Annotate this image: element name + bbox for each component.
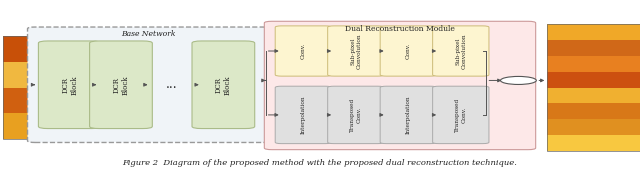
Text: Transposed
Conv.: Transposed Conv. xyxy=(351,98,361,132)
Text: Interpolation: Interpolation xyxy=(301,96,306,134)
Bar xyxy=(3,113,34,139)
Text: Dual Reconstruction Module: Dual Reconstruction Module xyxy=(345,25,455,33)
Text: Base Network: Base Network xyxy=(122,30,176,39)
Bar xyxy=(547,40,640,56)
FancyBboxPatch shape xyxy=(28,27,270,143)
Bar xyxy=(547,72,640,88)
FancyBboxPatch shape xyxy=(192,41,255,129)
Text: Sub-pixel
Convolution: Sub-pixel Convolution xyxy=(456,33,466,69)
Text: Interpolation: Interpolation xyxy=(406,96,411,134)
Text: Transposed
Conv.: Transposed Conv. xyxy=(456,98,466,132)
FancyBboxPatch shape xyxy=(275,86,332,144)
Text: Figure 2  Diagram of the proposed method with the proposed dual reconstruction t: Figure 2 Diagram of the proposed method … xyxy=(123,160,517,167)
FancyBboxPatch shape xyxy=(38,41,101,129)
Text: DCR
Block: DCR Block xyxy=(113,75,129,94)
FancyBboxPatch shape xyxy=(433,26,489,76)
Bar xyxy=(547,135,640,151)
FancyBboxPatch shape xyxy=(90,41,152,129)
Bar xyxy=(3,62,34,88)
Bar xyxy=(547,88,640,103)
FancyBboxPatch shape xyxy=(380,26,436,76)
Text: Conv.: Conv. xyxy=(301,43,306,59)
Bar xyxy=(547,56,640,72)
Text: +: + xyxy=(515,76,522,85)
Bar xyxy=(3,36,34,62)
Circle shape xyxy=(500,76,536,84)
FancyBboxPatch shape xyxy=(328,26,384,76)
FancyBboxPatch shape xyxy=(328,86,384,144)
Text: DCR
Block: DCR Block xyxy=(61,75,78,94)
Text: DCR
Block: DCR Block xyxy=(215,75,232,94)
Text: ...: ... xyxy=(166,78,178,91)
FancyBboxPatch shape xyxy=(264,21,536,150)
Bar xyxy=(547,103,640,119)
Bar xyxy=(547,24,640,151)
FancyBboxPatch shape xyxy=(380,86,436,144)
Text: Conv.: Conv. xyxy=(406,43,411,59)
Bar xyxy=(3,36,34,139)
Bar xyxy=(3,88,34,113)
Text: Sub-pixel
Convolution: Sub-pixel Convolution xyxy=(351,33,361,69)
Bar xyxy=(547,119,640,135)
Bar xyxy=(547,24,640,40)
FancyBboxPatch shape xyxy=(275,26,332,76)
FancyBboxPatch shape xyxy=(433,86,489,144)
